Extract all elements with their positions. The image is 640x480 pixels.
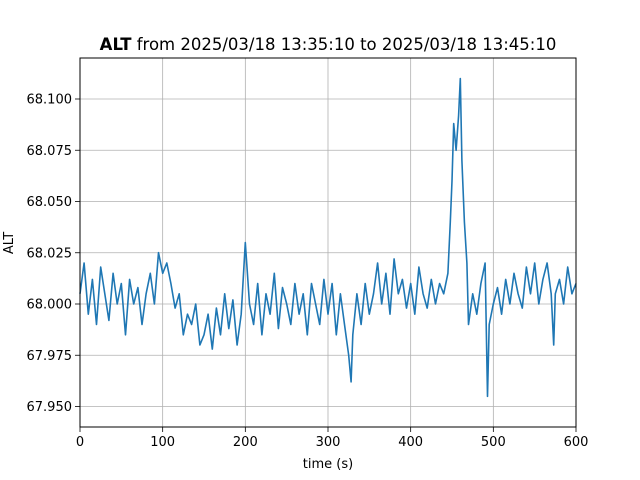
- x-tick-label: 500: [481, 435, 506, 450]
- x-tick-label: 600: [564, 435, 589, 450]
- x-axis: 0 100 200 300 400 500 600: [76, 427, 589, 450]
- y-axis: 67.950 67.975 68.000 68.025 68.050 68.075 68.1…: [27, 93, 80, 415]
- y-tick-label: 67.950: [27, 400, 73, 415]
- y-tick-label: 68.050: [27, 195, 73, 210]
- y-axis-label: ALT: [2, 232, 17, 254]
- chart-title: ALT from 2025/03/18 13:35:10 to 2025/03/…: [100, 35, 557, 54]
- y-tick-label: 67.975: [27, 349, 73, 364]
- x-tick-label: 200: [233, 435, 258, 450]
- chart-title-bold: ALT: [100, 35, 133, 54]
- x-tick-label: 300: [316, 435, 341, 450]
- chart-title-rest: from 2025/03/18 13:35:10 to 2025/03/18 1…: [131, 35, 556, 54]
- x-axis-label: time (s): [303, 457, 353, 472]
- y-tick-label: 68.025: [27, 246, 73, 261]
- grid-lines: [79, 58, 577, 427]
- alt-series-line: [79, 77, 577, 398]
- y-tick-label: 68.075: [27, 144, 73, 159]
- x-tick-label: 0: [76, 435, 84, 450]
- x-tick-label: 100: [150, 435, 175, 450]
- series-layer: [79, 77, 577, 398]
- y-tick-label: 68.000: [27, 298, 73, 313]
- x-tick-label: 400: [398, 435, 423, 450]
- y-tick-label: 68.100: [27, 93, 73, 108]
